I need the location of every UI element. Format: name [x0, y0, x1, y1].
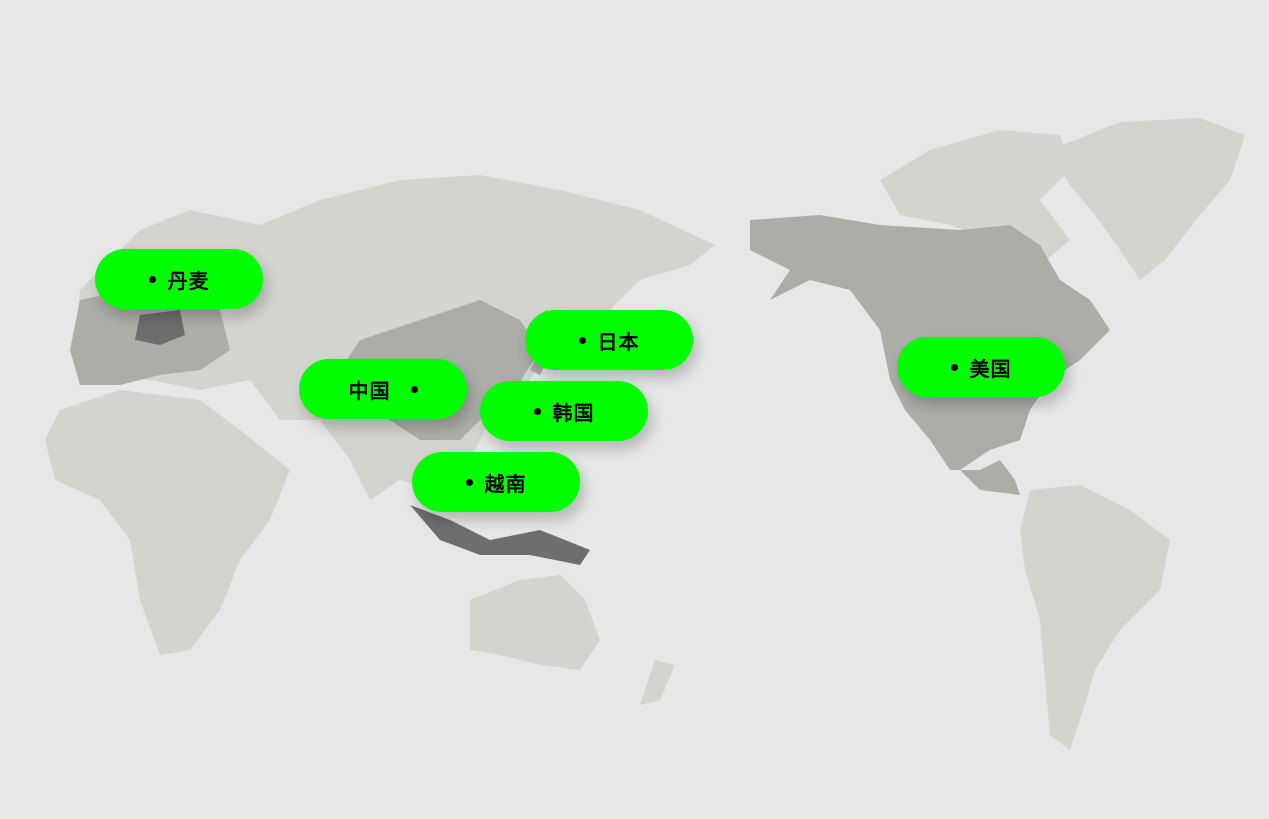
marker-korea[interactable]: 韩国 [480, 381, 648, 441]
new-zealand [640, 660, 675, 705]
central-europe [135, 310, 185, 345]
marker-label: 中国 [348, 378, 391, 403]
canada-arctic [880, 130, 1070, 265]
marker-usa[interactable]: 美国 [897, 337, 1065, 397]
marker-label: 美国 [969, 356, 1012, 381]
dot-icon [578, 336, 586, 344]
south-america [1020, 485, 1170, 750]
marker-japan[interactable]: 日本 [525, 310, 693, 370]
australia [470, 575, 600, 670]
africa [45, 390, 290, 655]
marker-vietnam[interactable]: 越南 [412, 452, 580, 512]
dot-icon [410, 385, 418, 393]
dot-icon [533, 407, 541, 415]
marker-denmark[interactable]: 丹麦 [95, 249, 263, 309]
marker-label: 日本 [597, 329, 640, 354]
marker-label: 越南 [484, 471, 527, 496]
dot-icon [465, 478, 473, 486]
southeast-asia [410, 505, 590, 565]
marker-label: 韩国 [552, 400, 595, 425]
marker-china[interactable]: 中国 [299, 359, 467, 419]
dot-icon [148, 275, 156, 283]
dot-icon [950, 363, 958, 371]
marker-label: 丹麦 [167, 268, 210, 293]
greenland [1050, 118, 1245, 280]
